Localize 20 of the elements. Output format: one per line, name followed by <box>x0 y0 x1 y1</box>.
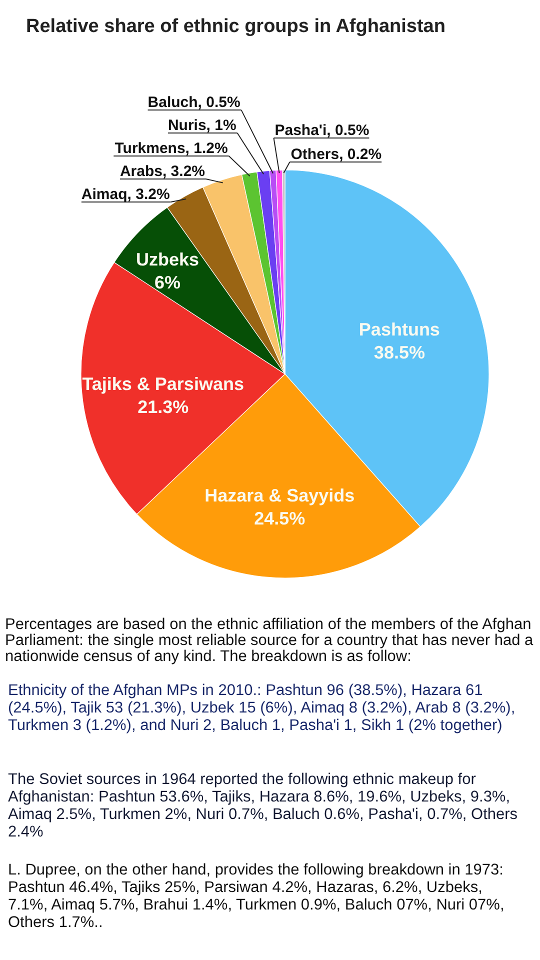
slice-label: Others, 0.2% <box>290 146 382 164</box>
slice-label: Baluch, 0.5% <box>148 94 240 112</box>
slice-label: Nuris, 1% <box>168 117 236 134</box>
chart-title: Relative share of ethnic groups in Afghanistan <box>26 16 446 37</box>
data-label: 24.5% <box>254 508 306 528</box>
data-label: 21.3% <box>138 396 189 417</box>
text: L. Dupree, on the other hand, provides the following breakdown in 1973: Pashtun 46.4%, Tajiks 25%, Parsiwan 4.2%, Hazaras, 6.2%, Uzbeks, 7.1%, Aimaq 5.7%, Brahui 1.4%, Turkmen 0.9%, Baluch 07%, Nuri 07%, Others 1.7%.. <box>8 862 504 931</box>
data-label: 38.5% <box>374 342 425 363</box>
slice-label: Pashtuns <box>358 320 440 340</box>
slice-label: Tajiks & Parsiwans <box>82 374 244 394</box>
slice-label: Uzbeks <box>136 250 200 270</box>
slice-label: Pasha'i, 0.5% <box>274 122 370 140</box>
slice-label: Arabs, 3.2% <box>120 163 206 180</box>
slice-label: Aimaq, 3.2% <box>81 186 170 204</box>
text: Percentages are based on the ethnic affiliation of the members of the Afghan Parliament: the single most reliable source for a country that has never had a nationwide census of any kind. The breakdown is as follow: <box>5 616 534 665</box>
text: Ethnicity of the Afghan MPs in 2010.: Pashtun 96 (38.5%), Hazara 61 (24.5%), Tajik 53 (21.3%), Uzbek 15 (6%), Aimaq 8 (3.2%), Arab 8 (3.2%), Turkmen 3 (1.2%), and Nuri 2, Baluch 1, Pasha'i 1, Sikh 1 (2% together) <box>8 682 516 734</box>
slice-label: Hazara & Sayyids <box>204 485 355 506</box>
data-label: 6% <box>154 272 181 293</box>
text: The Soviet sources in 1964 reported the following ethnic makeup for Afghanistan: Pashtun 53.6%, Tajiks, Hazara 8.6%, 19.6%, Uzbeks, 9.3%, Aimaq 2.5%, Turkmen 2%, Nuri 0.7%, Baluch 0.6%, Pasha'i, 0.7%, Others 2.4% <box>8 771 518 840</box>
slice-label: Turkmens, 1.2% <box>114 140 228 158</box>
